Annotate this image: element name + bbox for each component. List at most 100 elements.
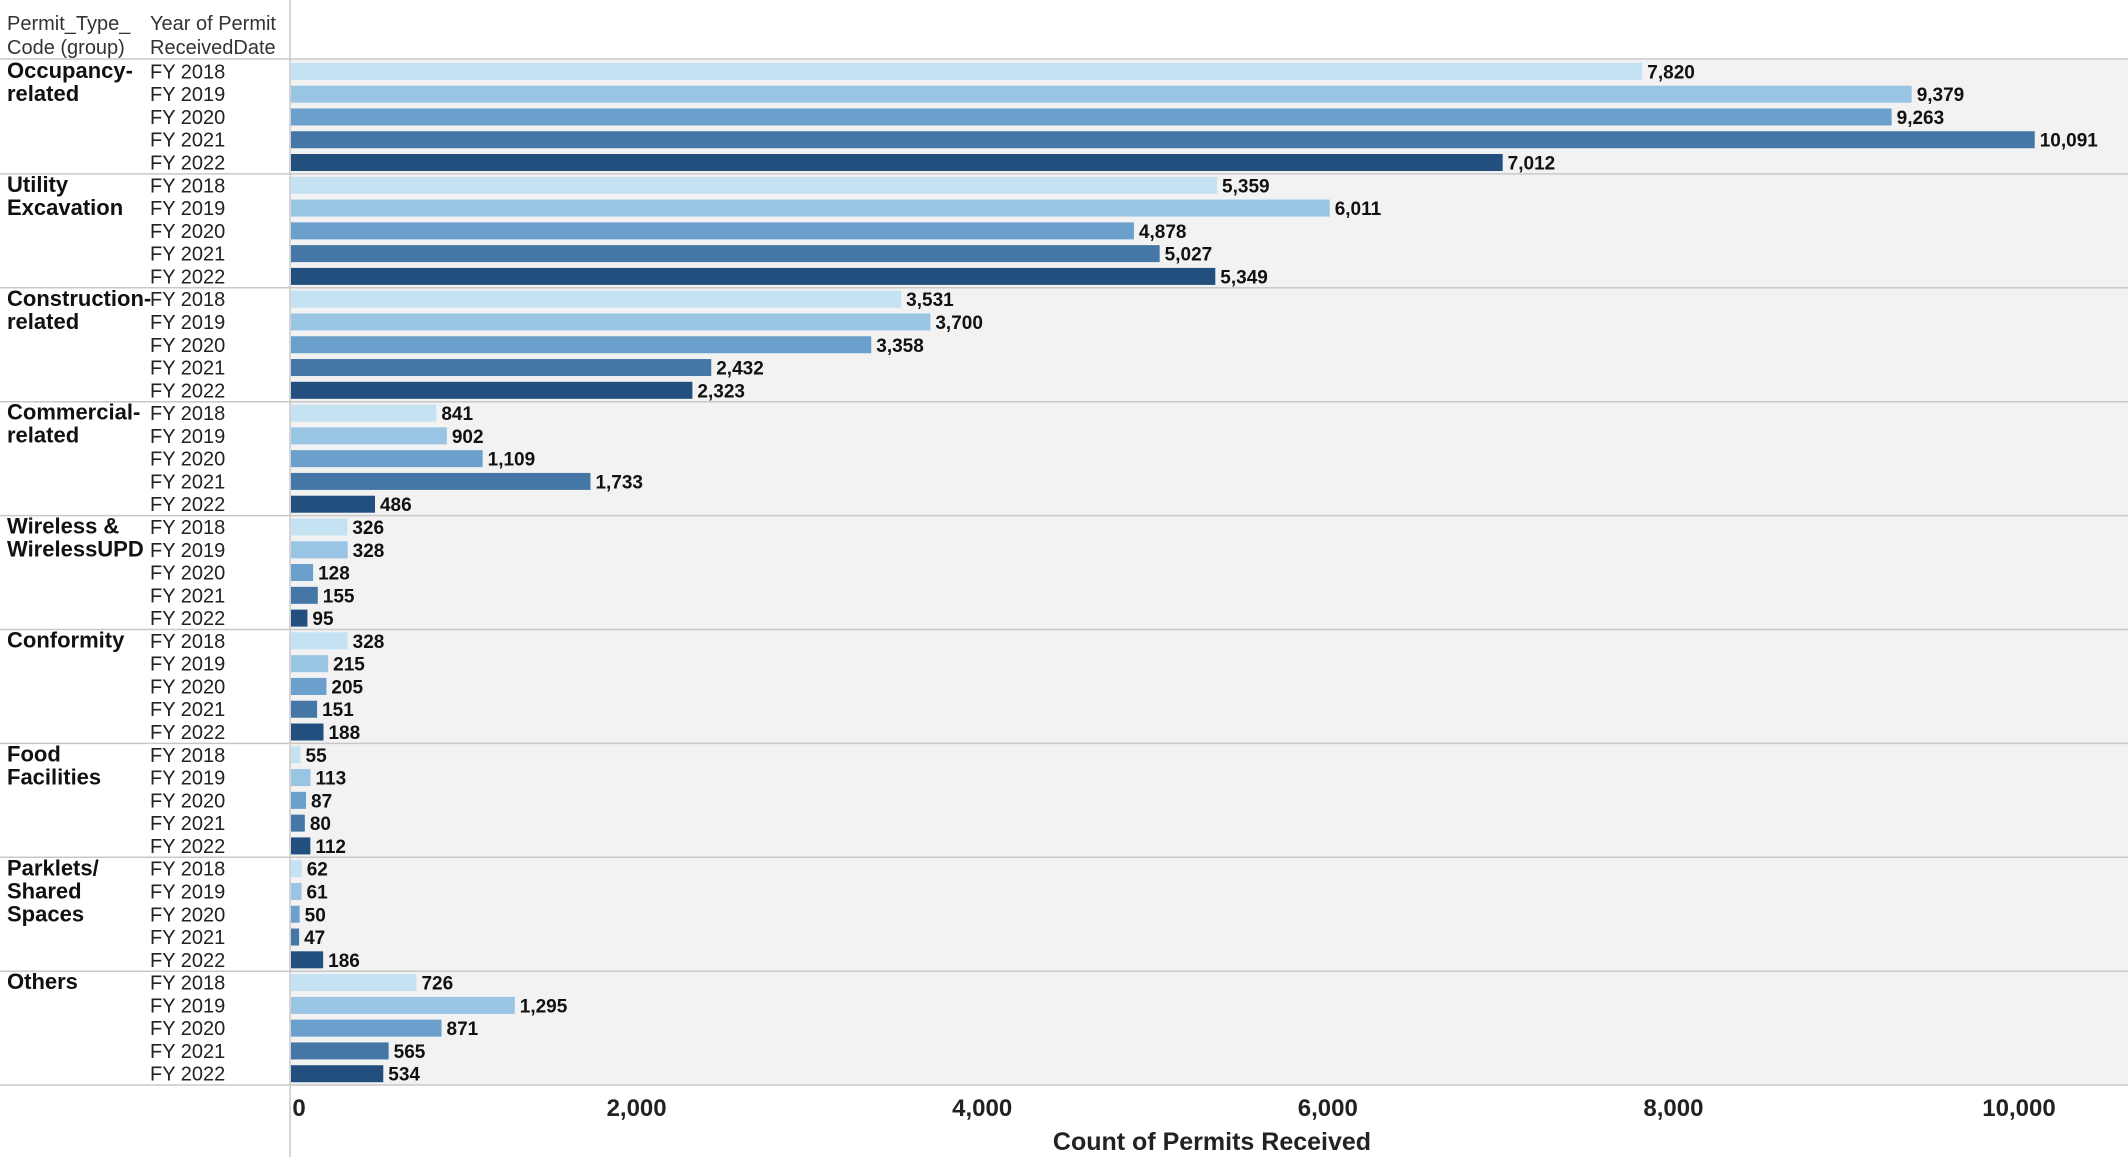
year-label-utility-excavation-fy-2020: FY 2020 (150, 221, 225, 243)
x-tick-label-0: 0 (292, 1095, 305, 1122)
bars-layer (291, 62, 2035, 1083)
year-label-occupancy-related-fy-2022: FY 2022 (150, 153, 225, 175)
x-tick-label-8000: 8,000 (1643, 1095, 1703, 1122)
header-group-line-1: Permit_Type_ (7, 13, 131, 35)
bar-parklets-shared-spaces-fy-2019 (291, 882, 302, 900)
group-label-parklets-shared-spaces-line-3: Spaces (7, 901, 84, 926)
bar-construction-related-fy-2019 (291, 313, 931, 331)
value-label-construction-related-fy-2018: 3,531 (906, 290, 954, 311)
bar-occupancy-related-fy-2022 (291, 154, 1503, 172)
year-label-conformity-fy-2018: FY 2018 (150, 631, 225, 653)
bar-parklets-shared-spaces-fy-2020 (291, 905, 300, 923)
value-label-occupancy-related-fy-2019: 9,379 (1917, 85, 1965, 106)
bar-wireless-wirelessupd-fy-2019 (291, 541, 348, 559)
year-label-occupancy-related-fy-2019: FY 2019 (150, 84, 225, 106)
value-label-others-fy-2019: 1,295 (520, 996, 568, 1017)
year-label-construction-related-fy-2020: FY 2020 (150, 335, 225, 357)
value-label-construction-related-fy-2019: 3,700 (935, 313, 983, 334)
value-label-wireless-wirelessupd-fy-2021: 155 (323, 586, 355, 607)
year-label-food-facilities-fy-2021: FY 2021 (150, 813, 225, 835)
year-label-occupancy-related-fy-2020: FY 2020 (150, 107, 225, 129)
year-label-occupancy-related-fy-2021: FY 2021 (150, 130, 225, 152)
bar-food-facilities-fy-2018 (291, 746, 301, 764)
value-label-commercial-related-fy-2021: 1,733 (595, 472, 643, 493)
group-label-food-facilities-line-2: Facilities (7, 764, 101, 789)
group-dividers (0, 173, 2128, 972)
x-tick-label-4000: 4,000 (952, 1095, 1012, 1122)
value-label-utility-excavation-fy-2020: 4,878 (1139, 222, 1187, 243)
year-label-utility-excavation-fy-2018: FY 2018 (150, 175, 225, 197)
value-label-construction-related-fy-2021: 2,432 (716, 359, 764, 380)
year-label-parklets-shared-spaces-fy-2022: FY 2022 (150, 950, 225, 972)
year-label-wireless-wirelessupd-fy-2020: FY 2020 (150, 563, 225, 585)
value-label-utility-excavation-fy-2018: 5,359 (1222, 176, 1270, 197)
year-label-parklets-shared-spaces-fy-2019: FY 2019 (150, 881, 225, 903)
bar-food-facilities-fy-2020 (291, 791, 307, 809)
bar-others-fy-2018 (291, 974, 417, 992)
bar-commercial-related-fy-2022 (291, 495, 375, 513)
x-axis-label: Count of Permits Received (1053, 1128, 1371, 1156)
value-label-commercial-related-fy-2022: 486 (380, 495, 412, 516)
group-label-wireless-wirelessupd-line-2: WirelessUPD (7, 537, 144, 562)
value-label-occupancy-related-fy-2020: 9,263 (1897, 108, 1945, 129)
value-label-utility-excavation-fy-2021: 5,027 (1165, 245, 1213, 266)
year-label-conformity-fy-2020: FY 2020 (150, 676, 225, 698)
value-label-conformity-fy-2020: 205 (331, 677, 363, 698)
bar-wireless-wirelessupd-fy-2018 (291, 518, 348, 536)
value-label-occupancy-related-fy-2018: 7,820 (1647, 62, 1695, 83)
year-label-construction-related-fy-2019: FY 2019 (150, 312, 225, 334)
year-label-wireless-wirelessupd-fy-2018: FY 2018 (150, 517, 225, 539)
bar-construction-related-fy-2021 (291, 359, 712, 377)
year-label-construction-related-fy-2022: FY 2022 (150, 380, 225, 402)
group-label-construction-related-line-2: related (7, 309, 79, 334)
bar-conformity-fy-2020 (291, 677, 327, 695)
value-label-construction-related-fy-2020: 3,358 (876, 336, 924, 357)
value-label-wireless-wirelessupd-fy-2022: 95 (312, 609, 334, 630)
group-label-occupancy-related-line-2: related (7, 81, 79, 106)
value-label-wireless-wirelessupd-fy-2020: 128 (318, 564, 350, 585)
year-label-wireless-wirelessupd-fy-2022: FY 2022 (150, 608, 225, 630)
value-label-others-fy-2020: 871 (447, 1019, 479, 1040)
year-label-others-fy-2021: FY 2021 (150, 1041, 225, 1063)
value-label-commercial-related-fy-2018: 841 (441, 404, 473, 425)
value-label-parklets-shared-spaces-fy-2020: 50 (305, 905, 326, 926)
year-label-construction-related-fy-2018: FY 2018 (150, 289, 225, 311)
bar-commercial-related-fy-2018 (291, 404, 437, 422)
group-label-occupancy-related-line-1: Occupancy- (7, 58, 133, 83)
group-label-parklets-shared-spaces-line-1: Parklets/ (7, 855, 99, 880)
value-label-parklets-shared-spaces-fy-2021: 47 (304, 928, 325, 949)
bar-conformity-fy-2022 (291, 723, 324, 741)
header-group-line-2: Code (group) (7, 37, 125, 59)
year-label-commercial-related-fy-2022: FY 2022 (150, 494, 225, 516)
x-axis-ticks: 0 2,000 4,000 6,000 8,000 10,000 (292, 1095, 2055, 1122)
value-label-food-facilities-fy-2018: 55 (306, 746, 328, 767)
bar-occupancy-related-fy-2021 (291, 131, 2035, 149)
group-label-construction-related-line-1: Construction- (7, 286, 151, 311)
year-label-parklets-shared-spaces-fy-2020: FY 2020 (150, 904, 225, 926)
bar-commercial-related-fy-2021 (291, 472, 591, 490)
bar-food-facilities-fy-2019 (291, 769, 311, 787)
value-label-occupancy-related-fy-2021: 10,091 (2040, 131, 2099, 152)
year-label-food-facilities-fy-2018: FY 2018 (150, 745, 225, 767)
bar-occupancy-related-fy-2018 (291, 62, 1643, 80)
bar-construction-related-fy-2020 (291, 336, 872, 354)
year-label-commercial-related-fy-2020: FY 2020 (150, 449, 225, 471)
value-label-conformity-fy-2021: 151 (322, 700, 354, 721)
bar-utility-excavation-fy-2018 (291, 176, 1218, 194)
value-label-others-fy-2018: 726 (421, 974, 453, 995)
bar-occupancy-related-fy-2020 (291, 108, 1892, 126)
bar-construction-related-fy-2018 (291, 290, 902, 308)
bar-commercial-related-fy-2019 (291, 427, 447, 445)
group-label-others-line-1: Others (7, 969, 78, 994)
x-tick-label-6000: 6,000 (1298, 1095, 1358, 1122)
value-label-construction-related-fy-2022: 2,323 (697, 381, 745, 402)
value-label-others-fy-2022: 534 (388, 1065, 420, 1086)
value-label-food-facilities-fy-2019: 113 (316, 769, 347, 790)
bar-construction-related-fy-2022 (291, 381, 693, 399)
year-label-food-facilities-fy-2022: FY 2022 (150, 836, 225, 858)
bar-wireless-wirelessupd-fy-2021 (291, 586, 318, 604)
header-year-line-1: Year of Permit (150, 13, 276, 35)
group-label-parklets-shared-spaces-line-2: Shared (7, 878, 82, 903)
